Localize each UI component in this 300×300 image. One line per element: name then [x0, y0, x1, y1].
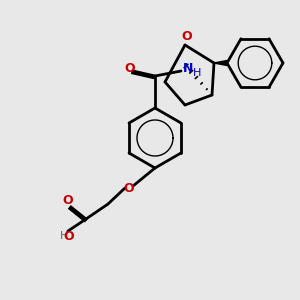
- Polygon shape: [214, 61, 227, 65]
- Text: H: H: [193, 68, 201, 78]
- Text: O: O: [182, 31, 192, 44]
- Text: H: H: [60, 231, 68, 241]
- Text: N: N: [183, 62, 194, 76]
- Text: O: O: [125, 61, 135, 74]
- Text: O: O: [124, 182, 134, 194]
- Text: O: O: [64, 230, 74, 242]
- Text: O: O: [63, 194, 73, 206]
